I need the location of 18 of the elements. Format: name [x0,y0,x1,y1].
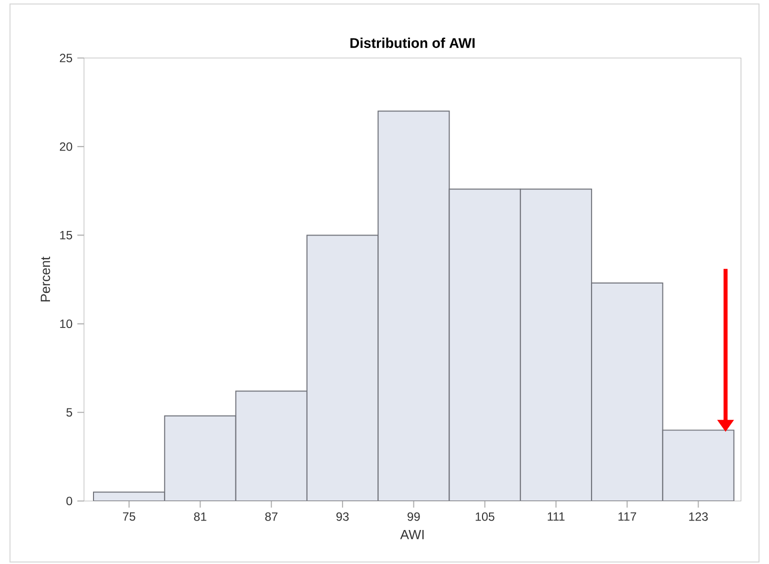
x-tick-label: 111 [548,512,565,521]
y-tick-label: 5 [66,408,72,417]
x-tick-label: 81 [194,512,206,521]
y-tick-label: 10 [60,320,72,328]
x-tick-label: 87 [265,512,278,521]
y-tick-label: 20 [60,142,72,151]
x-tick-label: 123 [689,512,708,521]
x-axis-title: AWI [400,530,424,540]
y-tick-label: 25 [60,54,72,62]
y-tick-label: 15 [60,231,72,240]
x-tick-label: 93 [336,512,349,521]
x-tick-label: 105 [476,512,494,521]
x-tick-label: 117 [618,512,636,521]
x-tick-label: 99 [408,512,420,521]
x-tick-label: 75 [123,512,136,521]
y-axis-title: Percent [40,256,50,302]
chart-title: Distribution of AWI [350,38,475,48]
y-tick-label: 0 [66,496,72,506]
